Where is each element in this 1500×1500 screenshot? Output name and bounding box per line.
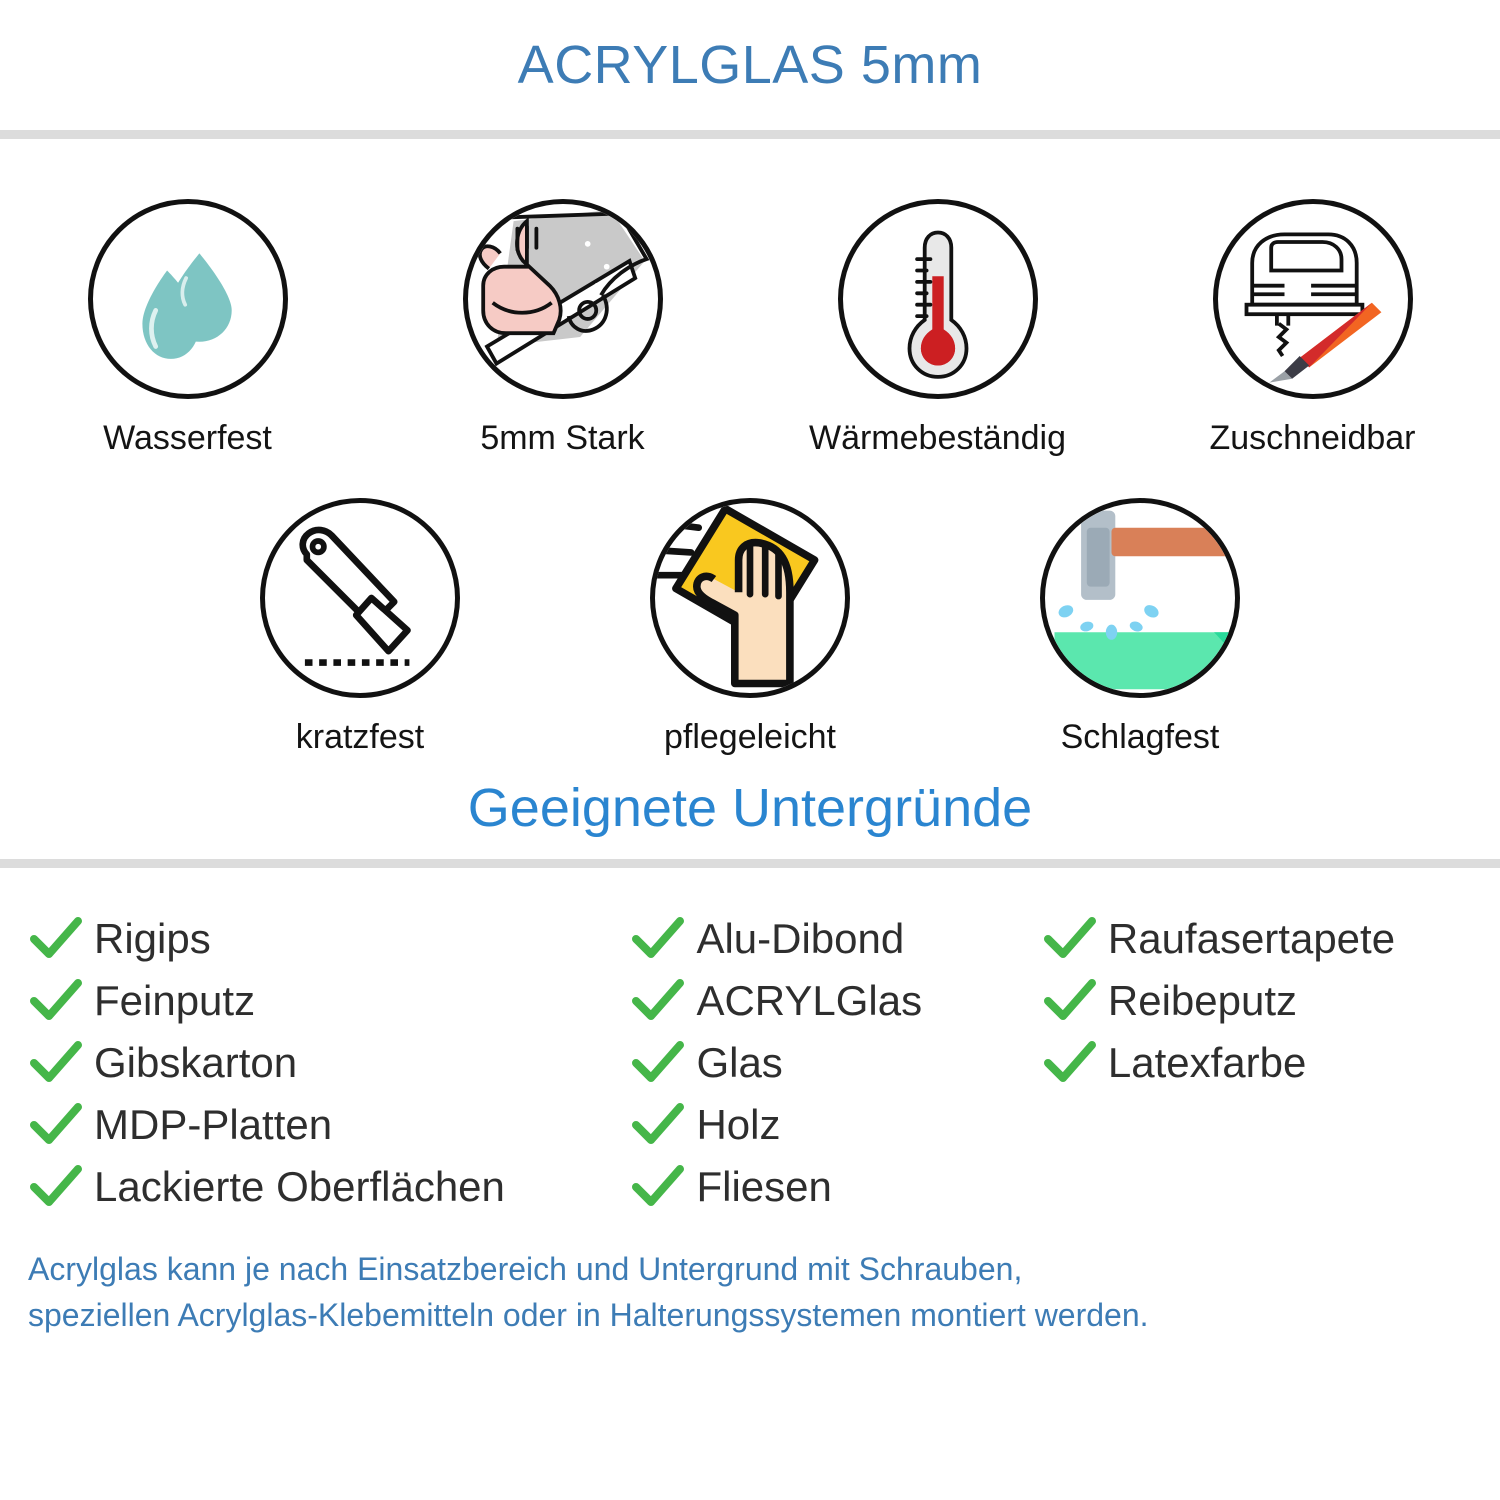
check-icon: [632, 917, 685, 958]
water-drops-icon: [141, 253, 232, 359]
check-icon: [30, 1165, 82, 1206]
feature-icon-circle: [837, 199, 1038, 399]
feature-icon-circle: [87, 199, 288, 399]
feature-5mm-stark: 5mm Stark: [375, 199, 750, 458]
feature-icon-circle: [650, 498, 850, 698]
check-icon: [30, 1041, 82, 1082]
list-item-label: Glas: [696, 1039, 783, 1086]
list-item: Alu-Dibond: [632, 908, 1043, 970]
hand-with-cloth-icon: [655, 504, 819, 688]
feature-label: Schlagfest: [1060, 718, 1220, 756]
list-item: Raufasertapete: [1043, 908, 1470, 970]
feature-row-2: kratzfest: [0, 498, 1500, 757]
feature-icon-circle: [462, 199, 663, 399]
list-item-label: Alu-Dibond: [696, 915, 905, 962]
check-icon: [1043, 917, 1096, 958]
flexing-arm-icon: [477, 209, 649, 367]
check-icon: [632, 1041, 685, 1082]
feature-zuschneidbar: Zuschneidbar: [1125, 199, 1500, 458]
list-item-label: Holz: [696, 1101, 781, 1148]
feature-waermebestaendig: Wärmebeständig: [750, 199, 1125, 458]
list-item-label: Latexfarbe: [1107, 1039, 1307, 1086]
feature-label: Wasserfest: [103, 419, 272, 457]
list-item-label: Feinputz: [94, 977, 256, 1024]
check-icon: [30, 1103, 82, 1144]
list-item: Lackierte Oberflächen: [30, 1156, 632, 1218]
list-item: Rigips: [30, 908, 632, 970]
list-item: Latexfarbe: [1043, 1032, 1470, 1094]
feature-icon-circle: [1212, 199, 1413, 399]
list-item-label: Fliesen: [696, 1163, 832, 1210]
feature-label: pflegeleicht: [663, 718, 836, 756]
list-item-label: Lackierte Oberflächen: [94, 1163, 505, 1210]
check-icon: [632, 979, 685, 1020]
footer-note-line-1: Acrylglas kann je nach Einsatzbereich un…: [28, 1251, 1023, 1287]
divider-top: [0, 130, 1500, 139]
page-title: ACRYLGLAS 5mm: [517, 35, 983, 95]
feature-label: Wärmebeständig: [808, 419, 1066, 457]
thermometer-icon: [907, 230, 968, 379]
list-item-label: Gibskarton: [94, 1039, 298, 1086]
feature-icon-circle: [260, 498, 460, 698]
feature-pflegeleicht: pflegeleicht: [555, 498, 945, 757]
check-icon: [632, 1165, 685, 1206]
feature-row-1: Wasserfest 5mm: [0, 199, 1500, 458]
list-item-label: MDP-Platten: [94, 1101, 333, 1148]
hammer-impact-icon: [1054, 510, 1235, 690]
jigsaw-and-cutter-icon: [1244, 232, 1381, 383]
feature-kratzfest: kratzfest: [165, 498, 555, 757]
list-item: Fliesen: [632, 1156, 1043, 1218]
substrate-column-1: Rigips Feinputz Gibskarton MDP-Platten L…: [30, 908, 632, 1218]
section-title: Geeignete Untergründe: [467, 778, 1033, 838]
check-icon: [632, 1103, 685, 1144]
footer-note: Acrylglas kann je nach Einsatzbereich un…: [0, 1218, 1500, 1339]
substrate-column-3: Raufasertapete Reibeputz Latexfarbe: [1043, 908, 1470, 1218]
list-item-label: ACRYLGlas: [696, 977, 923, 1024]
footer-note-line-2: speziellen Acrylglas-Klebemitteln oder i…: [28, 1297, 1149, 1334]
feature-label: kratzfest: [295, 718, 425, 756]
feature-grid: Wasserfest 5mm: [0, 139, 1500, 757]
page-header: ACRYLGLAS 5mm: [0, 0, 1500, 130]
substrates-header: Geeignete Untergründe: [0, 757, 1500, 859]
list-item-label: Rigips: [94, 915, 211, 962]
check-icon: [30, 979, 82, 1020]
feature-wasserfest: Wasserfest: [0, 199, 375, 458]
list-item: ACRYLGlas: [632, 970, 1043, 1032]
feature-label: Zuschneidbar: [1209, 419, 1416, 457]
list-item: Gibskarton: [30, 1032, 632, 1094]
check-icon: [1043, 1041, 1096, 1082]
cutter-knife-icon: [299, 526, 411, 666]
list-item-label: Raufasertapete: [1107, 915, 1396, 962]
list-item: MDP-Platten: [30, 1094, 632, 1156]
check-icon: [1043, 979, 1096, 1020]
list-item-label: Reibeputz: [1107, 977, 1297, 1024]
list-item: Glas: [632, 1032, 1043, 1094]
feature-schlagfest: Schlagfest: [945, 498, 1335, 757]
feature-label: 5mm Stark: [480, 419, 645, 457]
substrate-column-2: Alu-Dibond ACRYLGlas Glas Holz Fliesen: [632, 908, 1043, 1218]
feature-icon-circle: [1040, 498, 1240, 698]
check-icon: [30, 917, 82, 958]
list-item: Reibeputz: [1043, 970, 1470, 1032]
list-item: Feinputz: [30, 970, 632, 1032]
substrate-checklist: Rigips Feinputz Gibskarton MDP-Platten L…: [0, 868, 1500, 1218]
divider-mid: [0, 859, 1500, 868]
list-item: Holz: [632, 1094, 1043, 1156]
